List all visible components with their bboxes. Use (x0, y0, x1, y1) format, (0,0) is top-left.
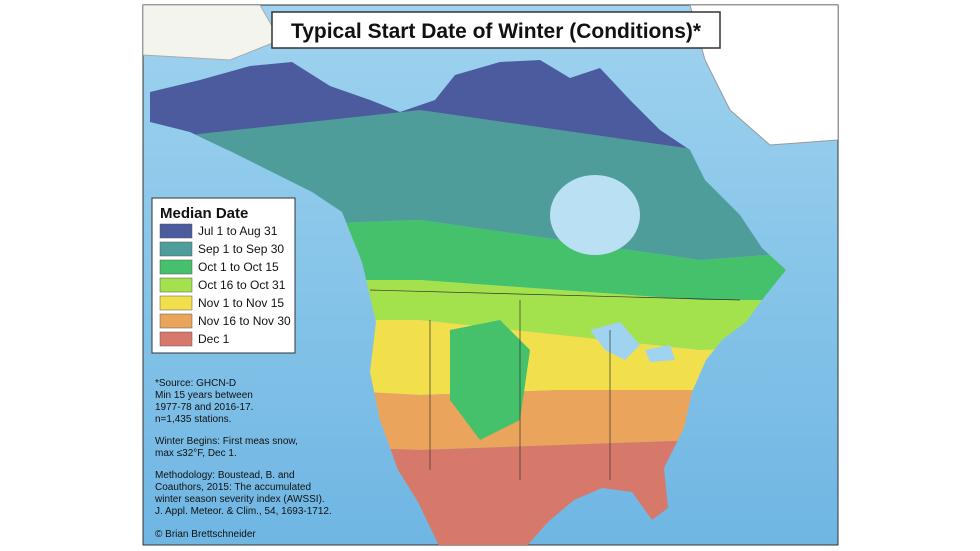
legend-items: Jul 1 to Aug 31 Sep 1 to Sep 30 Oct 1 to O… (159, 223, 291, 347)
legend-swatch (159, 313, 193, 329)
legend-swatch (159, 223, 193, 239)
note-line: winter season severity index (AWSSI). (154, 494, 325, 505)
note-line: max ≤32°F, Dec 1. (155, 448, 237, 459)
legend-swatch (159, 331, 193, 347)
hudson-bay (550, 175, 640, 255)
legend-swatch (159, 295, 193, 311)
legend-swatch (159, 241, 193, 257)
title: Typical Start Date of Winter (Conditions… (291, 20, 702, 43)
legend-label: Oct 1 to Oct 15 (198, 260, 279, 274)
legend-title: Median Date (160, 205, 248, 222)
note-line: Methodology: Boustead, B. and (155, 470, 295, 481)
note-line: n=1,435 stations. (155, 414, 231, 425)
legend-label: Sep 1 to Sep 30 (198, 242, 284, 256)
legend-label: Nov 1 to Nov 15 (198, 296, 284, 310)
title-box (271, 11, 721, 49)
legend-label: Oct 16 to Oct 31 (198, 278, 286, 292)
note-line: J. Appl. Meteor. & Clim., 54, 1693-1712. (155, 506, 332, 517)
note-line: 1977-78 and 2016-17. (155, 402, 253, 413)
zone-band (450, 320, 530, 440)
legend-label: Nov 16 to Nov 30 (198, 314, 291, 328)
note-line: Winter Begins: First meas snow, (155, 436, 298, 447)
legend-swatch (159, 277, 193, 293)
credit: © Brian Brettschneider (155, 529, 256, 540)
note-line: Coauthors, 2015: The accumulated (155, 482, 311, 493)
legend-swatch (159, 259, 193, 275)
siberia (143, 5, 281, 61)
great-lakes (590, 322, 675, 362)
legend-label: Dec 1 (198, 332, 230, 346)
greenland (689, 5, 838, 146)
note-line: *Source: GHCN-D (155, 378, 236, 389)
borders (369, 289, 741, 480)
legend-label: Jul 1 to Aug 31 (198, 224, 278, 238)
note-line: Min 15 years between (155, 390, 253, 401)
